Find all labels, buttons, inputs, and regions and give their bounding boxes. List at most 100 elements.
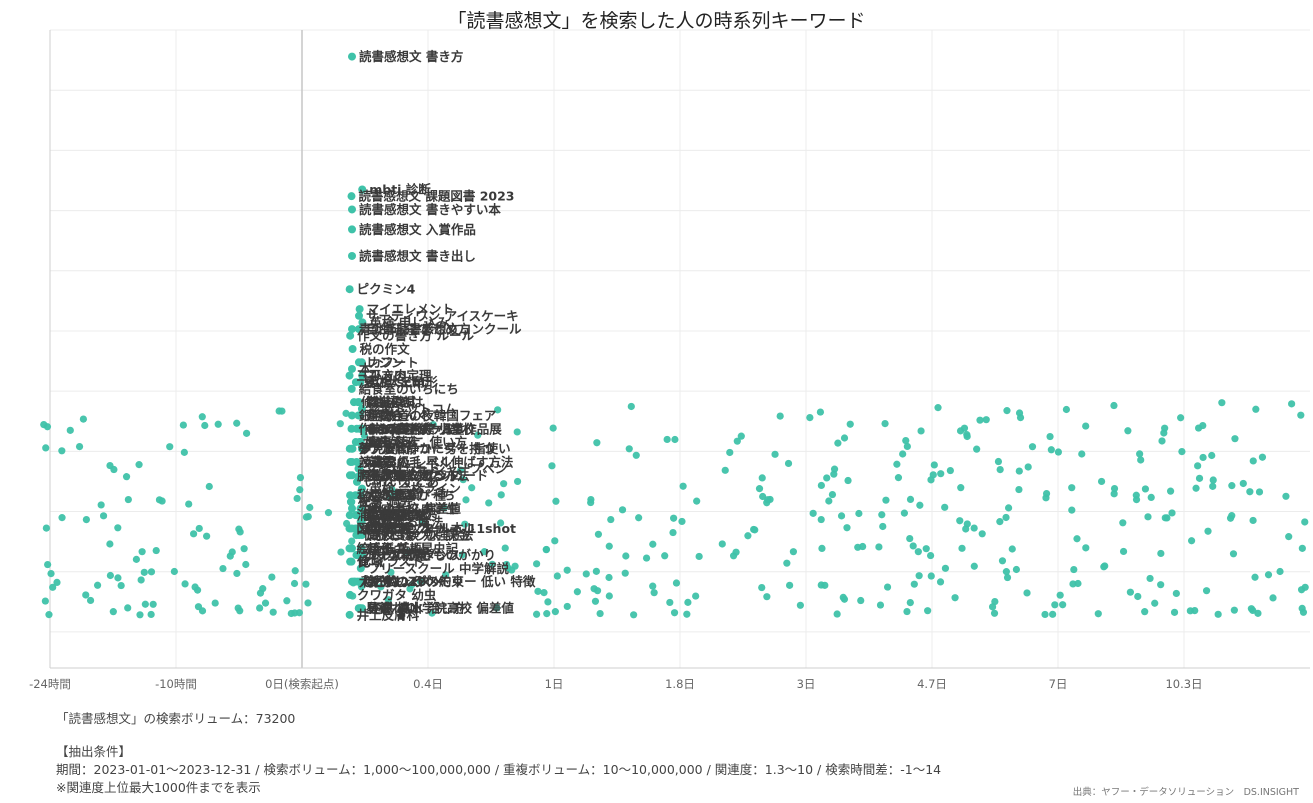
keyword-label: 射的 [366, 574, 392, 589]
background-point [1068, 506, 1076, 514]
background-point [458, 551, 466, 559]
background-point [268, 573, 276, 581]
x-tick-label: -24時間 [29, 677, 71, 691]
background-point [893, 460, 901, 468]
background-point [695, 552, 703, 561]
keyword-label: 英検過去問 [369, 468, 432, 483]
keyword-label: 太政大臣 [363, 521, 413, 536]
background-point [1151, 599, 1159, 607]
keyword-label: there [368, 501, 406, 516]
background-point [418, 518, 426, 526]
background-point [758, 474, 766, 482]
background-point [513, 428, 521, 436]
background-point [540, 589, 548, 597]
keyword-point [347, 384, 356, 393]
background-point [1214, 610, 1222, 618]
background-point [155, 496, 164, 504]
keyword-label: ハリーポッター 本 11shot [359, 521, 516, 536]
keyword-label: クワガタ 幼虫 [357, 587, 437, 602]
keyword-label: 三平方の定理 [357, 368, 433, 383]
background-point [937, 470, 945, 478]
background-point [878, 511, 886, 519]
background-point [269, 608, 277, 616]
keyword-label: 犬と私の10の約束 [358, 574, 464, 589]
background-point [86, 596, 95, 605]
keyword-label: 消費税とは [366, 508, 429, 523]
background-point [1041, 610, 1049, 619]
background-point [1297, 411, 1305, 419]
background-point [1255, 488, 1264, 496]
background-point [1146, 574, 1154, 583]
background-point [1218, 399, 1226, 407]
background-point [627, 402, 635, 411]
background-point [593, 439, 601, 447]
background-point [494, 406, 502, 414]
keyword-label: 利己的 [361, 574, 399, 589]
background-point [533, 560, 541, 568]
background-point [124, 604, 132, 612]
background-point [1137, 456, 1145, 464]
keyword-label: 読書感想文 課題図書 2023 [358, 189, 514, 204]
background-point [198, 413, 206, 421]
background-point [295, 609, 303, 617]
keyword-point [348, 544, 356, 553]
keyword-label: 給食室のいちにち [359, 381, 459, 396]
background-point [783, 559, 791, 567]
background-point [194, 603, 203, 611]
background-point [242, 429, 251, 437]
x-tick-label: 1.8日 [665, 677, 695, 691]
background-point [1288, 400, 1296, 408]
background-point [844, 476, 852, 485]
background-point [924, 607, 932, 615]
background-point [914, 548, 922, 556]
background-point [110, 465, 118, 474]
keyword-label: チグハグ ダンス [369, 548, 461, 563]
background-point [543, 610, 551, 618]
conditions-text: 期間：2023-01-01〜2023-12-31 / 検索ボリューム：1,000… [56, 762, 942, 777]
keyword-label: かぎかっこ 使い方 [363, 435, 467, 450]
background-point [1276, 567, 1284, 576]
keyword-label: 井上皮膚科 [357, 607, 420, 622]
background-point [1056, 591, 1064, 599]
keyword-label: 船橋市民プール [364, 521, 452, 536]
x-axis-ticks: -24時間 -10時間 0日(検索起点) 0.4日 1日 1.8日 3日 4.7日 7日 10.3… [29, 677, 1202, 691]
background-point [348, 537, 356, 545]
background-point [1252, 405, 1260, 413]
background-point [994, 457, 1003, 466]
background-point [929, 471, 937, 479]
keyword-point [352, 457, 361, 466]
background-point [106, 540, 114, 548]
background-point [1119, 547, 1128, 556]
background-point [876, 601, 885, 609]
background-point [607, 515, 615, 524]
background-point [899, 450, 907, 458]
keyword-label: 読書感想文 書き方 [359, 49, 463, 64]
background-point [1023, 589, 1031, 597]
keyword-label: 天気 過去 [358, 494, 413, 509]
background-point [462, 496, 470, 504]
background-point [152, 546, 160, 555]
keyword-label: 仮説とは [362, 528, 414, 543]
background-point [982, 416, 990, 424]
keyword-label: 英検 申し込み [369, 315, 449, 330]
background-point [764, 496, 772, 504]
keyword-label: 速く走る方法 [368, 514, 444, 529]
background-point [41, 597, 49, 605]
background-point [166, 443, 174, 451]
background-point [42, 524, 50, 532]
background-point [755, 485, 764, 493]
keyword-label: 全中 陸上 [365, 435, 421, 450]
background-point [839, 593, 847, 601]
background-point [1299, 608, 1308, 616]
keyword-point [348, 471, 356, 480]
background-point [551, 537, 559, 545]
conditions-heading: 【抽出条件】 [56, 744, 132, 759]
background-point [661, 552, 669, 560]
keyword-label: ホウセンカ 種 [367, 488, 447, 503]
background-point [66, 426, 74, 434]
background-point [485, 499, 493, 507]
background-point [960, 424, 969, 432]
background-point [256, 589, 265, 597]
keyword-point [357, 444, 366, 453]
background-point [1297, 586, 1306, 594]
